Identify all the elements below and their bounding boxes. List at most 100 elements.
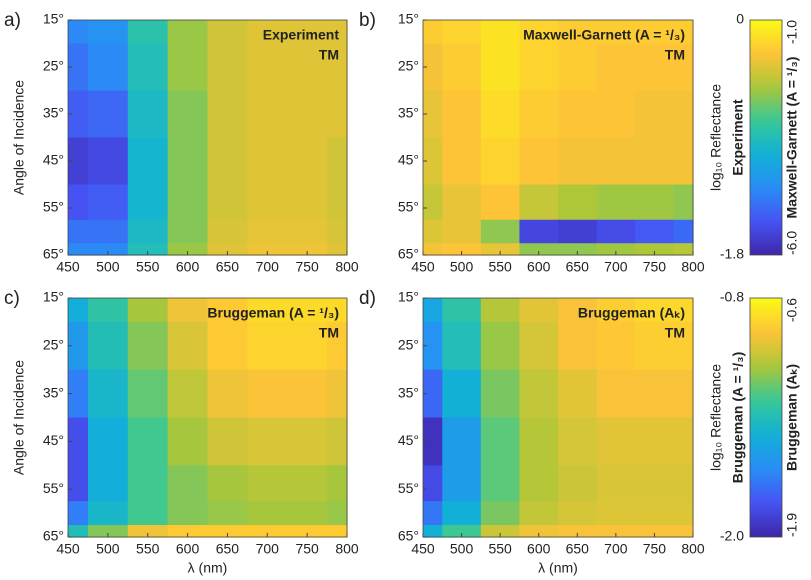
heat-cell	[68, 20, 89, 45]
heat-cell	[167, 90, 209, 139]
heat-cell	[287, 321, 328, 371]
heat-cell	[327, 243, 348, 256]
heat-cell	[207, 417, 248, 466]
heat-cell	[480, 417, 521, 466]
x-tick-label: 450	[56, 541, 80, 557]
heat-cell	[423, 90, 443, 139]
heat-cell	[480, 243, 521, 256]
heat-cell	[558, 501, 598, 526]
heat-cell	[68, 465, 89, 502]
heat-cell	[327, 525, 348, 538]
heat-cell	[127, 369, 169, 419]
heat-cell	[519, 90, 559, 139]
heat-cell	[167, 219, 209, 244]
heat-cell	[287, 90, 328, 139]
y-tick-label: 25°	[398, 337, 419, 353]
colorbar-tick-label: -6.0	[784, 231, 800, 255]
x-tick-label: 500	[96, 541, 120, 557]
heat-cell	[673, 184, 694, 221]
x-tick-label: 550	[488, 541, 512, 557]
heat-cell	[519, 465, 559, 502]
x-tick-label: 800	[335, 259, 359, 275]
x-tick-label: 600	[527, 541, 551, 557]
heat-cell	[442, 525, 482, 538]
y-tick-label: 25°	[398, 58, 419, 74]
y-tick-label: 55°	[398, 199, 419, 215]
x-tick-label: 700	[256, 541, 280, 557]
heat-cell	[167, 20, 209, 45]
heat-cell	[327, 501, 348, 526]
heat-cell	[167, 501, 209, 526]
heat-cell	[247, 298, 288, 323]
heat-cell	[673, 137, 694, 186]
heat-cell	[442, 298, 482, 323]
heat-cell	[207, 90, 248, 139]
heat-cell	[673, 90, 694, 139]
heat-cell	[327, 20, 348, 45]
heat-cell	[480, 137, 521, 186]
x-tick-label: 450	[411, 259, 435, 275]
heat-cell	[247, 90, 288, 139]
heat-cell	[167, 321, 209, 371]
heat-cell	[423, 20, 443, 45]
heat-cell	[247, 137, 288, 186]
heat-cell	[596, 417, 636, 466]
heat-cell	[287, 43, 328, 92]
heat-cell	[247, 20, 288, 45]
heat-cell	[596, 219, 636, 244]
x-tick-label: 750	[295, 259, 319, 275]
y-tick-label: 45°	[398, 152, 419, 168]
heat-cell	[247, 501, 288, 526]
panel-title: Experiment	[263, 27, 340, 43]
heat-cell	[519, 321, 559, 371]
x-tick-label: 750	[295, 541, 319, 557]
heat-cell	[287, 243, 328, 256]
panel-label: c)	[4, 288, 20, 309]
heat-cell	[207, 243, 248, 256]
heat-cell	[596, 298, 636, 323]
heat-cell	[167, 184, 209, 221]
y-tick-label: 35°	[398, 105, 419, 121]
heat-cell	[167, 369, 209, 419]
heat-cell	[87, 417, 129, 466]
x-axis-label: λ (nm)	[188, 560, 228, 576]
heat-cell	[596, 465, 636, 502]
heat-cell	[87, 501, 129, 526]
heat-cell	[87, 184, 129, 221]
x-tick-label: 550	[136, 259, 160, 275]
heat-cell	[127, 525, 169, 538]
heat-cell	[127, 43, 169, 92]
heat-cell	[87, 321, 129, 371]
heat-cell	[327, 184, 348, 221]
y-tick-label: 55°	[43, 480, 64, 496]
heat-cell	[596, 243, 636, 256]
heat-cell	[68, 298, 89, 323]
heat-cell	[635, 90, 675, 139]
heat-cell	[635, 417, 675, 466]
heat-cell	[673, 321, 694, 371]
heat-cell	[519, 43, 559, 92]
heat-cell	[287, 298, 328, 323]
panel-title: Bruggeman (A = ¹/₃)	[207, 305, 339, 321]
y-tick-label: 15°	[398, 289, 419, 305]
plot-frame	[422, 297, 694, 538]
heat-cell	[327, 321, 348, 371]
heat-cell	[68, 369, 89, 419]
heat-cell	[442, 465, 482, 502]
heat-cell	[287, 525, 328, 538]
heat-cell	[423, 219, 443, 244]
heat-cell	[87, 43, 129, 92]
heat-cell	[442, 20, 482, 45]
y-tick-label: 35°	[43, 384, 64, 400]
heat-cell	[558, 465, 598, 502]
heat-cell	[635, 321, 675, 371]
y-tick-label: 15°	[43, 289, 64, 305]
heat-cell	[635, 465, 675, 502]
heat-cell	[635, 43, 675, 92]
plot-frame	[67, 19, 348, 256]
panel-title: Maxwell-Garnett (A = ¹/₃)	[523, 27, 685, 43]
heat-cell	[635, 137, 675, 186]
heat-cell	[167, 298, 209, 323]
panel-label: b)	[359, 10, 376, 31]
